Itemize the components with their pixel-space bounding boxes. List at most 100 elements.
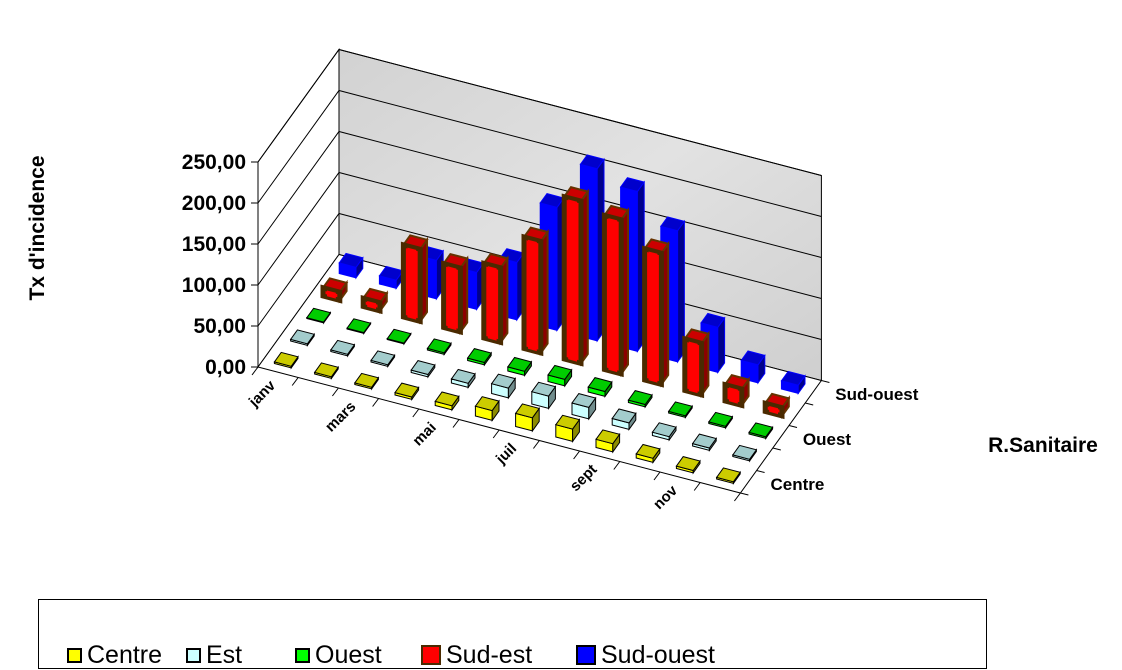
z-tick [772, 447, 781, 451]
bar-top [530, 381, 557, 397]
x-tick [372, 398, 380, 407]
bar-top [313, 362, 340, 378]
x-tick-label: juil [492, 440, 520, 468]
y-tick-label: 0,00 [205, 356, 246, 379]
legend-swatch [421, 645, 441, 665]
bar-inner [327, 290, 336, 299]
bar-top [394, 382, 420, 398]
bar-top [675, 456, 701, 472]
z-tick [740, 492, 749, 496]
x-tick [533, 440, 540, 449]
legend-item: Sud-ouest [576, 640, 715, 670]
bar-top [273, 351, 299, 367]
bar-Sud-est-nov [722, 374, 751, 409]
bar-Centre-juin [474, 396, 500, 422]
bar-frame [601, 212, 624, 378]
bar-Est-janv [289, 329, 316, 347]
bar-Sud-ouest-nov [740, 350, 766, 385]
bar-Est-avr [410, 360, 436, 379]
bar-top [731, 444, 758, 460]
legend-swatch [67, 647, 82, 663]
bar-inner [407, 247, 417, 320]
bar-Sud-est-juil [561, 186, 590, 367]
x-tick [412, 408, 420, 418]
x-tick [653, 471, 661, 481]
y-tick-label: 250,00 [182, 151, 246, 174]
bar-inner [688, 341, 698, 394]
bar-top [305, 307, 332, 323]
bar-top [434, 391, 460, 407]
bar-Est-déc [731, 444, 758, 463]
bar-top [579, 154, 605, 170]
bar-Centre-mai [434, 391, 460, 412]
bar-frame [762, 400, 785, 420]
bar-Sud-est-août [601, 204, 630, 378]
y-tick-label: 200,00 [182, 192, 246, 215]
bar-top [700, 312, 726, 328]
bar-top [547, 364, 573, 380]
bar-top [627, 390, 653, 406]
bar-Centre-avr [394, 382, 420, 401]
gridline [257, 89, 822, 217]
bar-Sud-est-avr [441, 252, 469, 336]
bar-Ouest-août [587, 377, 613, 398]
bar-frame [400, 241, 423, 325]
bar-top [740, 350, 766, 366]
legend-label: Sud-ouest [601, 641, 715, 669]
x-tick-label: mai [409, 419, 439, 449]
x-tick [251, 366, 259, 376]
gridline [257, 48, 822, 176]
bar-Ouest-févr [346, 318, 372, 335]
x-tick [613, 461, 621, 470]
bar-Est-août [571, 393, 597, 421]
bar-Sud-est-oct [682, 328, 711, 399]
x-tick-label: nov [650, 482, 681, 513]
bar-Centre-sept [595, 429, 621, 454]
bar-Ouest-janv [305, 307, 332, 325]
bar-top [571, 393, 597, 408]
legend-item: Ouest [295, 640, 382, 670]
bar-Ouest-juil [547, 364, 573, 388]
bar-top [410, 360, 436, 376]
y-tick-label: 150,00 [182, 233, 246, 256]
legend: Centre Est Ouest Sud-est Sud-ouest [38, 599, 987, 669]
x-tick [331, 387, 339, 397]
bar-top [346, 318, 372, 334]
ticks: 0,00 50,00 100,00 150,00 200,00 250,00 janv mar… [182, 151, 919, 513]
legend-label: Centre [87, 641, 163, 669]
bar-top [466, 348, 493, 364]
bar-top [619, 177, 646, 193]
bar-frame [722, 381, 745, 409]
bar-frame [561, 193, 584, 367]
z-tick [756, 470, 765, 473]
z-tick [821, 380, 830, 383]
x-tick [573, 450, 580, 460]
bar-top [691, 433, 718, 449]
bar-top [595, 429, 621, 445]
z-tick [805, 402, 814, 406]
legend-item: Est [186, 640, 242, 670]
bar-top [715, 467, 742, 483]
x-tick [291, 377, 299, 386]
bar-Est-juil [530, 381, 557, 410]
bar-Sud-est-janv [320, 277, 349, 304]
bar-Ouest-mars [386, 328, 412, 346]
x-tick-label: mars [322, 398, 359, 435]
bar-Est-févr [329, 339, 356, 358]
axes [251, 161, 830, 502]
bar-inner [769, 406, 778, 415]
y-tick-label: 50,00 [193, 315, 246, 338]
bar-Ouest-sept [627, 390, 653, 409]
bar-top [450, 368, 476, 384]
bar-inner [729, 387, 738, 404]
bar-Sud-ouest-déc [780, 370, 806, 395]
bar-top [651, 422, 677, 438]
x-tick [693, 482, 701, 491]
z-tick-label: Ouest [803, 430, 852, 449]
y-tick-label: 100,00 [182, 274, 246, 297]
bar-Ouest-mai [466, 348, 493, 367]
bar-inner [367, 301, 376, 310]
bar-top [780, 370, 806, 386]
bar-inner [568, 199, 577, 362]
